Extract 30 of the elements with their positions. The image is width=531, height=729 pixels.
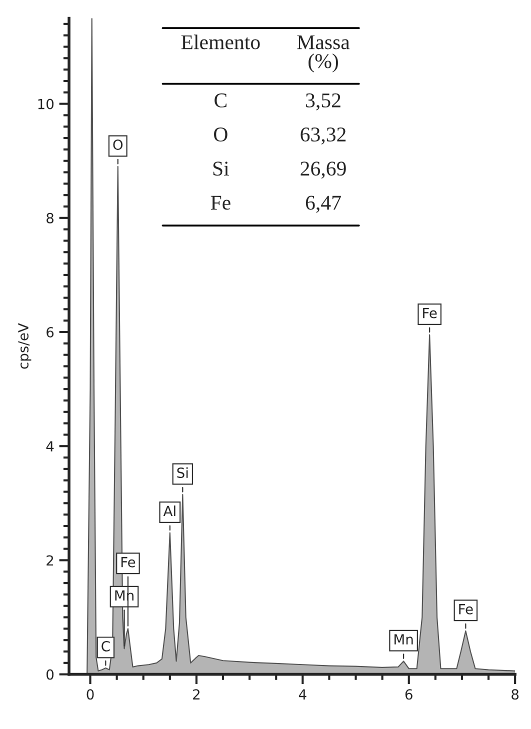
- x-tick-label: 6: [405, 689, 412, 700]
- annotation: Si: [213, 162, 229, 176]
- y-tick-label: 4: [46, 441, 54, 452]
- y-tick-label: 2: [46, 555, 54, 566]
- annotation: Massa (%): [297, 35, 350, 72]
- x-tick-label: 8: [512, 689, 519, 700]
- y-tick-label: 10: [38, 98, 54, 110]
- y-tick-label: 8: [46, 212, 54, 224]
- annotation: 26,69: [300, 162, 346, 179]
- x-tick-label: 4: [298, 689, 306, 700]
- annotation: Elemento: [181, 34, 260, 50]
- annotation: Al: [163, 506, 176, 516]
- annotation: 63,32: [300, 128, 346, 145]
- annotation: O: [113, 139, 123, 150]
- y-tick-label: 6: [46, 326, 54, 338]
- annotation: C: [214, 93, 226, 108]
- annotation: Fe: [423, 308, 437, 318]
- annotation: 6,47: [306, 196, 341, 213]
- annotation: Fe: [210, 196, 230, 210]
- annotation: C: [102, 640, 110, 652]
- annotation: Fe: [121, 557, 136, 568]
- annotation: 3,52: [306, 93, 340, 110]
- annotation: Fe: [459, 604, 473, 614]
- x-tick-label: 0: [86, 689, 94, 700]
- annotation: O: [214, 128, 228, 142]
- y-tick-label: 0: [46, 669, 54, 680]
- x-tick-label: 2: [193, 689, 200, 700]
- y-axis-title: cps/eV: [18, 323, 32, 369]
- annotation: Si: [177, 467, 188, 478]
- annotation: Mn: [394, 634, 413, 644]
